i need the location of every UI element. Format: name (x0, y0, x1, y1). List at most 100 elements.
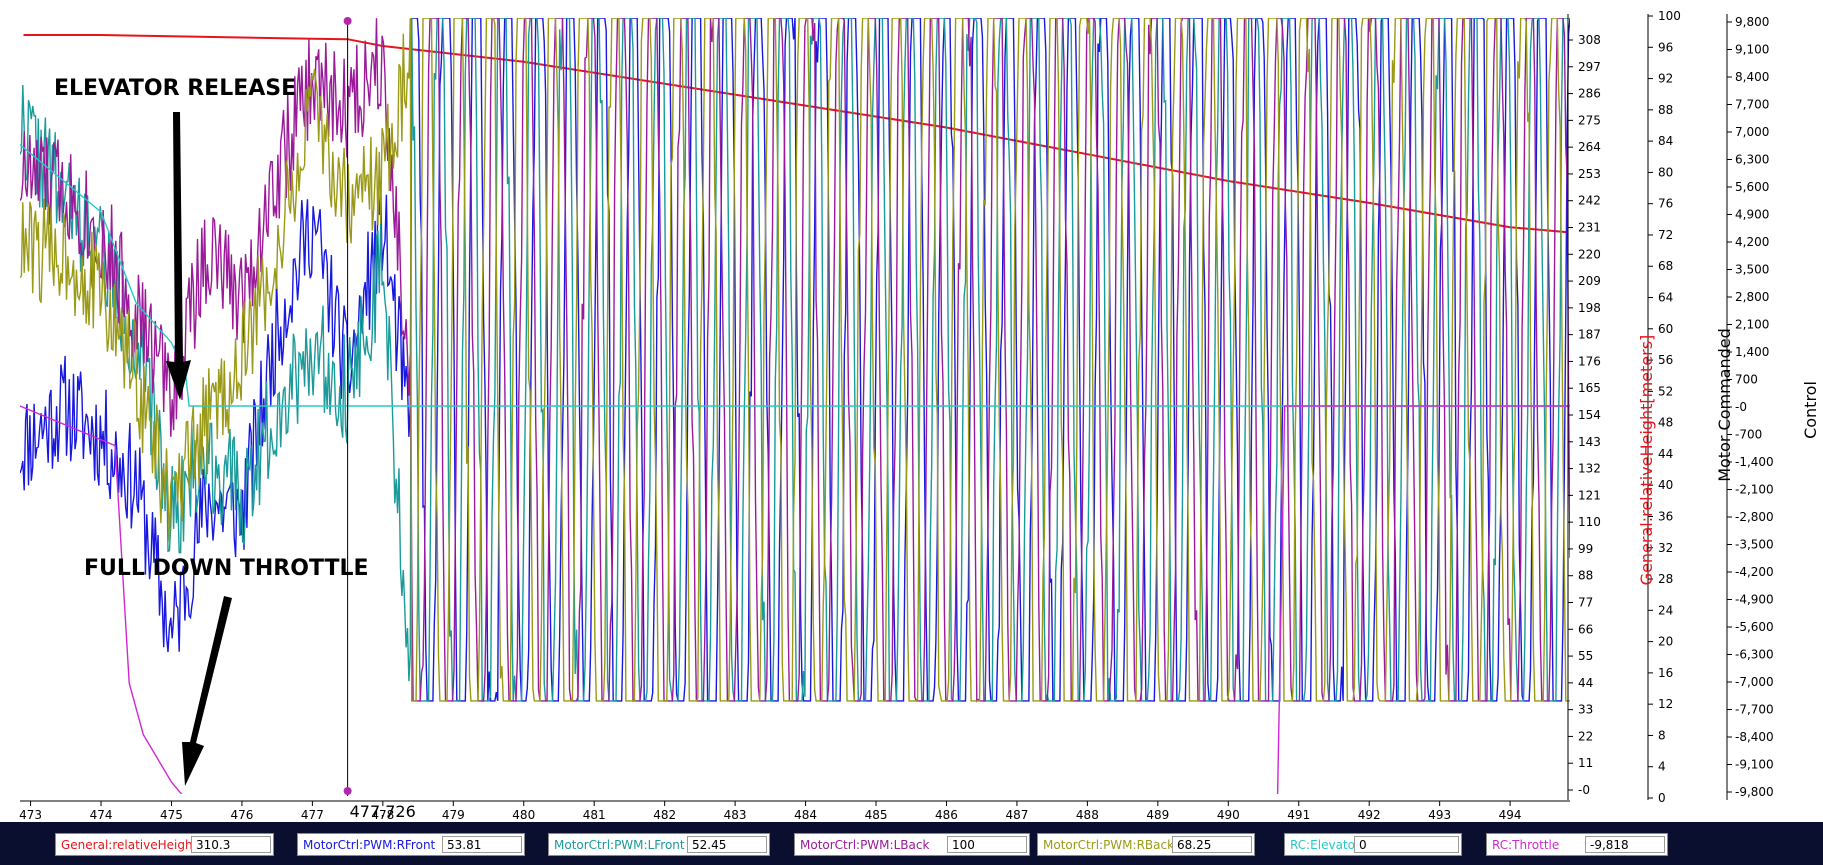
control-axis-title: Control (1801, 381, 1820, 439)
x-tick-label: 480 (512, 808, 535, 822)
height-axis-tick-label: 154 (1578, 408, 1601, 422)
x-tick-label: 490 (1217, 808, 1240, 822)
height-axis-tick-label: -0 (1578, 783, 1590, 797)
height-axis-tick-label: 99 (1578, 542, 1593, 556)
motor-axis-tick-label: 84 (1658, 134, 1673, 148)
x-tick-label: 473 (19, 808, 42, 822)
control-axis-tick-label: -7,700 (1735, 703, 1774, 717)
control-axis-tick-label: -2,800 (1735, 510, 1774, 524)
series-motorctrl-pwm-lback[interactable] (20, 18, 1570, 703)
status-chip-motorctrl-pwm-lback[interactable]: MotorCtrl:PWM:LBack 100 (794, 833, 1030, 856)
arrow-elevator-release (166, 112, 191, 400)
status-chip-motorctrl-pwm-rback[interactable]: MotorCtrl:PWM:RBack 68.25 (1037, 833, 1255, 856)
status-chip-label: General:relativeHeight (61, 838, 198, 852)
status-bar: General:relativeHeight 310.3 MotorCtrl:PWM… (0, 822, 1823, 865)
motor-axis-tick-label: 20 (1658, 635, 1673, 649)
x-tick-label: 483 (724, 808, 747, 822)
motor-axis-tick-label: 64 (1658, 291, 1673, 305)
height-axis-tick-label: 88 (1578, 569, 1593, 583)
motor-axis-tick-label: 8 (1658, 728, 1666, 742)
status-chip-value[interactable]: 100 (947, 836, 1027, 853)
cursor-handle-top[interactable] (343, 17, 352, 25)
control-axis-tick-label: -5,600 (1735, 620, 1774, 634)
height-axis-tick-label: 220 (1578, 247, 1601, 261)
motor-axis-tick-label: 76 (1658, 197, 1673, 211)
motor-axis-tick-label: 12 (1658, 697, 1673, 711)
status-chip-value[interactable]: 52.45 (687, 836, 767, 853)
status-chip-value[interactable]: 68.25 (1172, 836, 1252, 853)
motor-axis-tick-label: 0 (1658, 791, 1666, 805)
x-tick-label: 477 (301, 808, 324, 822)
motor-axis-tick-label: 28 (1658, 572, 1673, 586)
annotation-full-down-throttle: FULL DOWN THROTTLE (84, 556, 369, 581)
height-axis-tick-label: 77 (1578, 596, 1593, 610)
status-chip-motorctrl-pwm-lfront[interactable]: MotorCtrl:PWM:LFront 52.45 (548, 833, 770, 856)
x-axis: 473 474 475 476 477 478 479 480 481 482 483 484 485 4… (19, 800, 1570, 822)
cursor-handle-bottom[interactable] (343, 787, 352, 795)
x-tick-label: 494 (1499, 808, 1522, 822)
height-axis-tick-label: 132 (1578, 462, 1601, 476)
height-axis-tick-label: 264 (1578, 140, 1601, 154)
status-chip-general-relativeheight[interactable]: General:relativeHeight 310.3 (55, 833, 274, 856)
control-axis-tick-label: 5,600 (1735, 180, 1769, 194)
motor-axis-tick-label: 52 (1658, 384, 1673, 398)
motor-axis-tick-label: 4 (1658, 760, 1666, 774)
height-axis-tick-label: 187 (1578, 328, 1601, 342)
motor-axis-tick-label: 68 (1658, 259, 1673, 273)
x-tick-label: 478 (371, 808, 394, 822)
motor-axis-tick-label: 96 (1658, 40, 1673, 54)
height-axis-tick-label: 66 (1578, 622, 1593, 636)
series-motorctrl-pwm-rback[interactable] (20, 18, 1570, 702)
motor-axis-tick-label: 88 (1658, 103, 1673, 117)
x-tick-label: 485 (865, 808, 888, 822)
control-axis-tick-label: 9,100 (1735, 43, 1769, 57)
height-axis-tick-label: 253 (1578, 167, 1601, 181)
motor-axis-tick-label: 92 (1658, 72, 1673, 86)
series-rc-throttle[interactable] (20, 405, 1570, 795)
height-axis-tick-label: 165 (1578, 381, 1601, 395)
status-chip-rc-elevator[interactable]: RC:Elevator 0 (1284, 833, 1462, 856)
status-chip-label: RC:Throttle (1492, 838, 1560, 852)
control-axis-tick-label: 4,200 (1735, 235, 1769, 249)
control-axis-tick-label: 6,300 (1735, 153, 1769, 167)
control-axis-tick-label: 1,400 (1735, 345, 1769, 359)
control-axis-tick-label: -3,500 (1735, 538, 1774, 552)
control-axis-tick-label: -4,200 (1735, 565, 1774, 579)
height-axis-tick-label: 110 (1578, 515, 1601, 529)
status-chip-value[interactable]: -9,818 (1585, 836, 1665, 853)
motor-axis-tick-label: 48 (1658, 416, 1673, 430)
height-axis-tick-label: 44 (1578, 676, 1593, 690)
status-chip-label: MotorCtrl:PWM:LBack (800, 838, 930, 852)
control-axis-tick-label: -2,100 (1735, 483, 1774, 497)
telemetry-chart[interactable]: 477.726 473 474 475 476 477 478 479 480 481 482 48… (0, 0, 1823, 822)
status-chip-rc-throttle[interactable]: RC:Throttle -9,818 (1486, 833, 1668, 856)
status-chip-value[interactable]: 0 (1354, 836, 1459, 853)
motor-axis-tick-label: 24 (1658, 603, 1673, 617)
status-chip-motorctrl-pwm-rfront[interactable]: MotorCtrl:PWM:RFront 53.81 (297, 833, 525, 856)
control-axis-tick-label: -9,100 (1735, 758, 1774, 772)
status-chip-value[interactable]: 310.3 (191, 836, 271, 853)
height-axis-tick-label: 242 (1578, 194, 1601, 208)
height-axis-tick-label: 231 (1578, 221, 1601, 235)
series-rc-elevator[interactable] (20, 144, 1570, 407)
height-axis-tick-label: 33 (1578, 703, 1593, 717)
x-tick-label: 488 (1076, 808, 1099, 822)
annotation-elevator-release: ELEVATOR RELEASE (54, 76, 296, 101)
height-axis-tick-label: 22 (1578, 729, 1593, 743)
series-motorctrl-pwm-rfront[interactable] (20, 18, 1570, 702)
control-axis-tick-label: -1,400 (1735, 455, 1774, 469)
x-tick-label: 481 (583, 808, 606, 822)
control-axis-tick-label: 4,900 (1735, 208, 1769, 222)
control-axis-tick-label: 3,500 (1735, 263, 1769, 277)
series-motorctrl-pwm-lfront[interactable] (20, 18, 1570, 703)
status-chip-value[interactable]: 53.81 (442, 836, 522, 853)
height-axis-tick-label: 297 (1578, 60, 1601, 74)
motor-axis-tick-label: 16 (1658, 666, 1673, 680)
cursor-layer[interactable]: 477.726 (343, 17, 416, 821)
control-axis-tick-label: 700 (1735, 373, 1758, 387)
x-tick-label: 487 (1005, 808, 1028, 822)
motor-axis-tick-label: 60 (1658, 322, 1673, 336)
height-axis-tick-label: 143 (1578, 435, 1601, 449)
motor-axis-title: Motor Commanded (1715, 328, 1734, 482)
height-axis-tick-label: 121 (1578, 488, 1601, 502)
